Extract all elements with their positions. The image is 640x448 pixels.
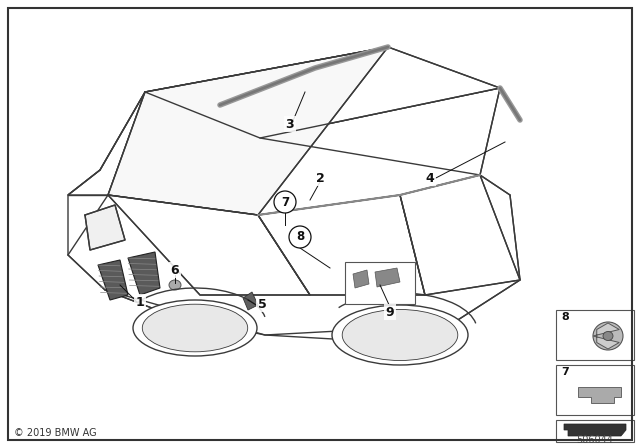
Polygon shape bbox=[243, 292, 258, 310]
Ellipse shape bbox=[133, 300, 257, 356]
Ellipse shape bbox=[603, 332, 613, 340]
Polygon shape bbox=[85, 205, 125, 250]
Ellipse shape bbox=[332, 305, 468, 365]
Text: 3: 3 bbox=[285, 117, 294, 130]
Text: 1: 1 bbox=[136, 296, 145, 309]
Text: 9: 9 bbox=[386, 306, 394, 319]
Text: 5: 5 bbox=[258, 297, 266, 310]
Polygon shape bbox=[593, 323, 620, 349]
Text: 8: 8 bbox=[561, 312, 569, 322]
Polygon shape bbox=[128, 252, 160, 295]
Bar bbox=[556, 420, 634, 442]
Text: 7: 7 bbox=[561, 367, 569, 377]
Bar bbox=[556, 365, 634, 415]
Text: 2: 2 bbox=[316, 172, 324, 185]
Polygon shape bbox=[108, 195, 310, 295]
Text: 506044: 506044 bbox=[577, 435, 613, 445]
Polygon shape bbox=[375, 268, 400, 287]
Polygon shape bbox=[578, 387, 621, 403]
Polygon shape bbox=[258, 195, 425, 295]
Polygon shape bbox=[353, 270, 369, 288]
Polygon shape bbox=[564, 424, 626, 436]
Polygon shape bbox=[68, 92, 145, 195]
Ellipse shape bbox=[342, 310, 458, 361]
Text: © 2019 BMW AG: © 2019 BMW AG bbox=[14, 428, 97, 438]
Text: 4: 4 bbox=[426, 172, 435, 185]
Circle shape bbox=[274, 191, 296, 213]
Ellipse shape bbox=[593, 322, 623, 350]
Polygon shape bbox=[145, 47, 500, 138]
Polygon shape bbox=[108, 47, 388, 215]
Polygon shape bbox=[68, 88, 520, 340]
Circle shape bbox=[289, 226, 311, 248]
Text: 6: 6 bbox=[171, 263, 179, 276]
Ellipse shape bbox=[169, 280, 181, 290]
Polygon shape bbox=[400, 175, 520, 295]
Bar bbox=[556, 310, 634, 360]
Ellipse shape bbox=[142, 304, 248, 352]
Text: 7: 7 bbox=[281, 195, 289, 208]
Bar bbox=[345, 262, 415, 304]
Polygon shape bbox=[98, 260, 128, 300]
Text: 8: 8 bbox=[296, 231, 304, 244]
